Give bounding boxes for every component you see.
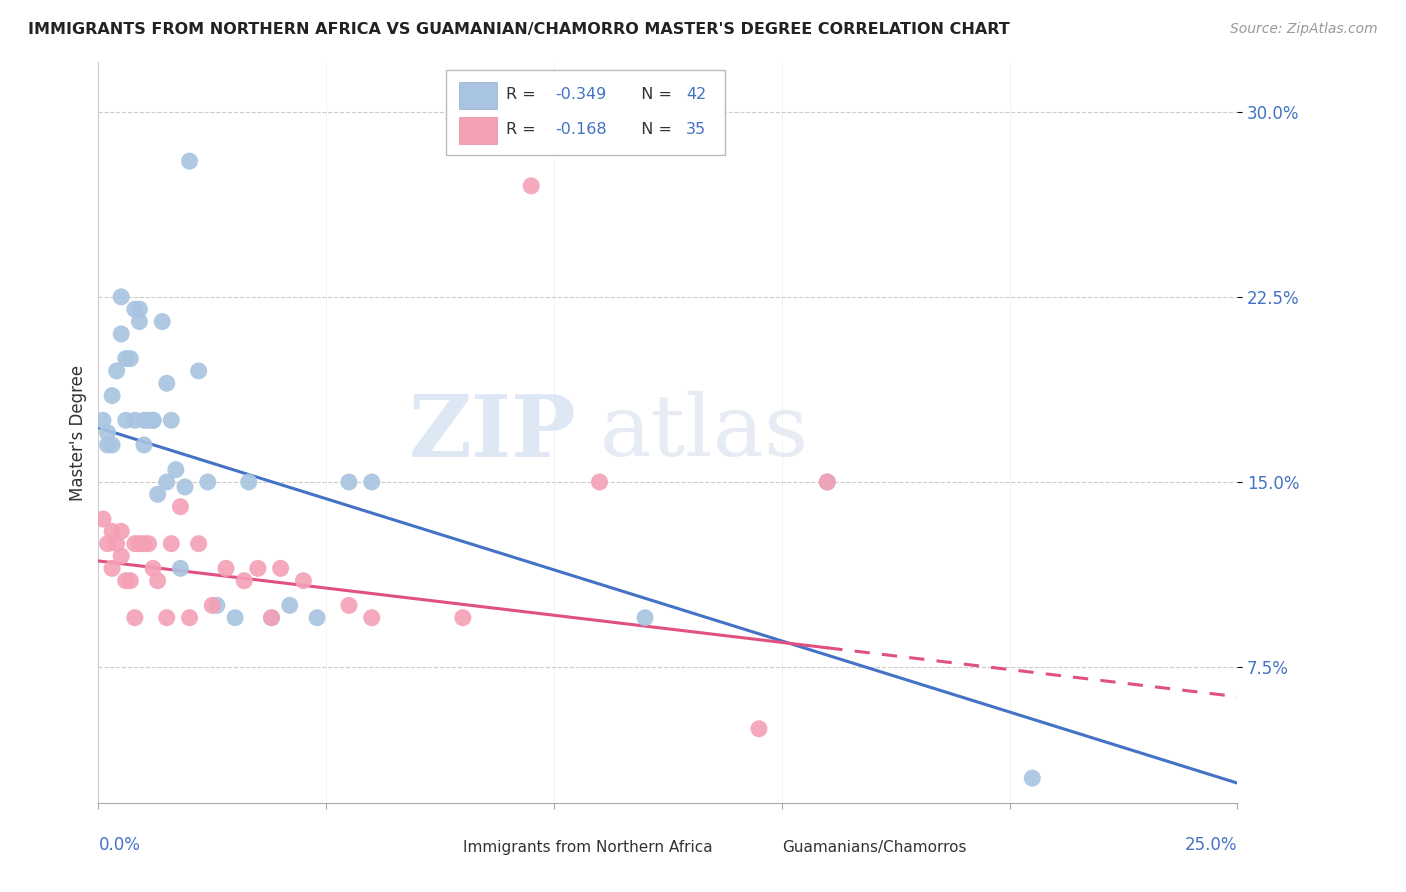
Point	[205, 599, 228, 613]
Point	[128, 302, 150, 317]
Point	[120, 574, 142, 588]
Text: ZIP: ZIP	[409, 391, 576, 475]
Text: R =: R =	[506, 122, 541, 137]
Point	[138, 536, 160, 550]
Point	[187, 364, 209, 378]
Text: Immigrants from Northern Africa: Immigrants from Northern Africa	[463, 839, 713, 855]
Text: -0.168: -0.168	[555, 122, 607, 137]
Text: R =: R =	[506, 87, 541, 102]
Point	[451, 610, 474, 624]
Point	[101, 561, 124, 575]
Point	[187, 536, 209, 550]
Point	[634, 610, 657, 624]
Text: N =: N =	[631, 122, 678, 137]
FancyBboxPatch shape	[423, 838, 456, 857]
Point	[588, 475, 610, 489]
Point	[238, 475, 260, 489]
Point	[101, 438, 124, 452]
Point	[233, 574, 256, 588]
Point	[132, 413, 155, 427]
Point	[101, 524, 124, 539]
Point	[169, 500, 191, 514]
Point	[270, 561, 292, 575]
Point	[179, 610, 201, 624]
FancyBboxPatch shape	[446, 70, 725, 155]
Text: N =: N =	[631, 87, 678, 102]
Text: 42: 42	[686, 87, 706, 102]
Point	[169, 561, 191, 575]
Point	[114, 413, 136, 427]
Text: 0.0%: 0.0%	[98, 836, 141, 855]
Point	[1021, 771, 1043, 785]
Point	[124, 413, 146, 427]
Point	[197, 475, 219, 489]
Point	[156, 376, 179, 391]
Text: atlas: atlas	[599, 391, 808, 475]
Point	[142, 413, 165, 427]
Point	[132, 536, 155, 550]
Point	[114, 351, 136, 366]
Point	[110, 524, 132, 539]
Point	[132, 438, 155, 452]
Point	[337, 475, 360, 489]
Point	[815, 475, 838, 489]
Point	[748, 722, 770, 736]
Point	[142, 561, 165, 575]
Point	[105, 536, 128, 550]
Y-axis label: Master's Degree: Master's Degree	[69, 365, 87, 500]
Point	[160, 536, 183, 550]
Point	[224, 610, 246, 624]
Text: IMMIGRANTS FROM NORTHERN AFRICA VS GUAMANIAN/CHAMORRO MASTER'S DEGREE CORRELATIO: IMMIGRANTS FROM NORTHERN AFRICA VS GUAMA…	[28, 22, 1010, 37]
Point	[260, 610, 283, 624]
Point	[307, 610, 329, 624]
Point	[174, 480, 197, 494]
Point	[292, 574, 315, 588]
FancyBboxPatch shape	[460, 82, 498, 109]
Point	[124, 302, 146, 317]
Point	[156, 475, 179, 489]
Point	[96, 438, 118, 452]
FancyBboxPatch shape	[742, 838, 773, 857]
Point	[337, 599, 360, 613]
Point	[110, 290, 132, 304]
Point	[160, 413, 183, 427]
Point	[138, 413, 160, 427]
Point	[105, 364, 128, 378]
Point	[215, 561, 238, 575]
Point	[101, 389, 124, 403]
Point	[96, 425, 118, 440]
Point	[128, 536, 150, 550]
Point	[110, 326, 132, 341]
Text: 35: 35	[686, 122, 706, 137]
Point	[91, 413, 114, 427]
Point	[179, 154, 201, 169]
Point	[96, 536, 118, 550]
Text: 25.0%: 25.0%	[1185, 836, 1237, 855]
Point	[360, 475, 382, 489]
Point	[156, 610, 179, 624]
Point	[124, 536, 146, 550]
Text: Source: ZipAtlas.com: Source: ZipAtlas.com	[1230, 22, 1378, 37]
Point	[260, 610, 283, 624]
Point	[165, 462, 187, 476]
Point	[128, 314, 150, 328]
Point	[278, 599, 301, 613]
Point	[91, 512, 114, 526]
Point	[120, 351, 142, 366]
Point	[124, 610, 146, 624]
Point	[110, 549, 132, 563]
Text: -0.349: -0.349	[555, 87, 606, 102]
Point	[146, 574, 169, 588]
Text: Guamanians/Chamorros: Guamanians/Chamorros	[782, 839, 966, 855]
FancyBboxPatch shape	[460, 117, 498, 144]
Point	[150, 314, 173, 328]
Point	[146, 487, 169, 501]
Point	[815, 475, 838, 489]
Point	[142, 413, 165, 427]
Point	[201, 599, 224, 613]
Point	[360, 610, 382, 624]
Point	[114, 574, 136, 588]
Point	[246, 561, 269, 575]
Point	[520, 178, 543, 193]
